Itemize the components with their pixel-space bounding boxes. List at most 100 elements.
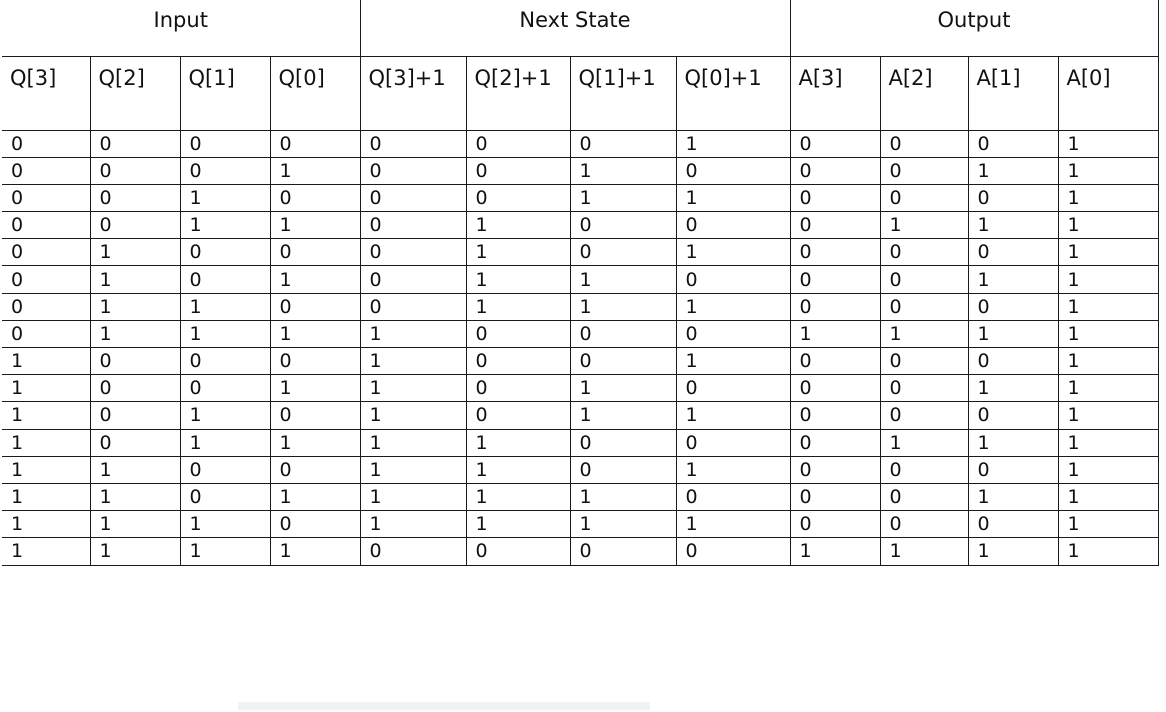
table-cell: 1 <box>967 156 1059 185</box>
table-cell: 1 <box>465 482 571 512</box>
table-cell: 0 <box>465 183 571 213</box>
column-header: Q[1] <box>179 55 271 131</box>
table-cell: 1 <box>465 265 571 294</box>
table-cell: 1 <box>89 292 181 321</box>
table-cell: 0 <box>179 374 271 403</box>
table-cell: 0 <box>569 238 677 267</box>
table-cell: 0 <box>675 374 791 403</box>
table-cell: 1 <box>269 319 361 349</box>
table-cell: 0 <box>465 319 571 349</box>
table-cell: 1 <box>1057 183 1159 213</box>
column-header: Q[0]+1 <box>675 55 791 131</box>
table-cell: 0 <box>967 401 1059 430</box>
table-cell: 1 <box>1057 319 1159 349</box>
table-cell: 0 <box>89 129 181 158</box>
table-cell: 0 <box>359 292 467 321</box>
table-cell: 0 <box>89 401 181 430</box>
table-cell: 1 <box>569 374 677 403</box>
table-cell: 0 <box>269 510 361 539</box>
table-cell: 0 <box>89 428 181 457</box>
table-cell: 0 <box>879 482 969 512</box>
table-cell: 1 <box>675 238 791 267</box>
table-cell: 0 <box>569 537 677 566</box>
table-cell: 0 <box>89 346 181 376</box>
table-cell: 0 <box>569 211 677 240</box>
table-cell: 0 <box>2 129 91 158</box>
table-cell: 1 <box>1057 292 1159 321</box>
column-header: Q[1]+1 <box>569 55 677 131</box>
table-cell: 1 <box>2 537 91 566</box>
table-cell: 1 <box>465 211 571 240</box>
table-cell: 0 <box>789 455 881 484</box>
table-cell: 0 <box>89 211 181 240</box>
column-header: Q[2]+1 <box>465 55 571 131</box>
table-cell: 0 <box>269 292 361 321</box>
table-cell: 1 <box>359 374 467 403</box>
table-cell: 0 <box>569 129 677 158</box>
table-cell: 0 <box>359 265 467 294</box>
group-header-output: Output <box>789 0 1159 57</box>
table-cell: 0 <box>269 401 361 430</box>
table-cell: 0 <box>879 156 969 185</box>
table-cell: 1 <box>89 455 181 484</box>
table-cell: 1 <box>789 319 881 349</box>
table-cell: 1 <box>967 482 1059 512</box>
table-cell: 0 <box>269 183 361 213</box>
table-cell: 0 <box>675 156 791 185</box>
table-cell: 0 <box>789 211 881 240</box>
blurred-smudge <box>238 702 650 710</box>
table-cell: 1 <box>359 510 467 539</box>
table-cell: 0 <box>465 156 571 185</box>
table-cell: 1 <box>569 292 677 321</box>
table-cell: 0 <box>569 319 677 349</box>
table-cell: 1 <box>179 401 271 430</box>
group-header-row: Input Next State Output <box>2 0 1159 57</box>
table-cell: 1 <box>89 510 181 539</box>
column-header: A[1] <box>967 55 1059 131</box>
table-cell: 0 <box>879 510 969 539</box>
table-cell: 1 <box>359 346 467 376</box>
table-cell: 1 <box>675 183 791 213</box>
table-cell: 0 <box>465 129 571 158</box>
table-cell: 1 <box>179 428 271 457</box>
table-cell: 0 <box>179 156 271 185</box>
table-cell: 0 <box>359 156 467 185</box>
table-cell: 1 <box>967 428 1059 457</box>
table-cell: 0 <box>2 319 91 349</box>
table-cell: 1 <box>465 238 571 267</box>
table-cell: 0 <box>879 455 969 484</box>
table-cell: 1 <box>675 401 791 430</box>
table-cell: 1 <box>1057 537 1159 566</box>
table-cell: 1 <box>675 455 791 484</box>
table-cell: 1 <box>359 401 467 430</box>
table-cell: 1 <box>465 510 571 539</box>
table-cell: 0 <box>359 183 467 213</box>
table-cell: 1 <box>569 156 677 185</box>
table-cell: 1 <box>2 482 91 512</box>
table-cell: 1 <box>569 510 677 539</box>
column-header: Q[3] <box>2 55 91 131</box>
table-cell: 1 <box>359 455 467 484</box>
table-cell: 0 <box>967 292 1059 321</box>
table-cell: 1 <box>1057 374 1159 403</box>
table-cell: 0 <box>2 183 91 213</box>
table-cell: 0 <box>879 183 969 213</box>
table-cell: 1 <box>675 292 791 321</box>
table-cell: 1 <box>1057 156 1159 185</box>
table-cell: 1 <box>269 156 361 185</box>
table-cell: 0 <box>675 319 791 349</box>
table-cell: 0 <box>789 183 881 213</box>
table-cell: 1 <box>675 129 791 158</box>
table-cell: 0 <box>879 346 969 376</box>
table-cell: 1 <box>269 428 361 457</box>
table-cell: 0 <box>879 401 969 430</box>
table-cell: 1 <box>1057 129 1159 158</box>
table-cell: 1 <box>1057 346 1159 376</box>
table-cell: 1 <box>2 401 91 430</box>
table-cell: 0 <box>359 537 467 566</box>
